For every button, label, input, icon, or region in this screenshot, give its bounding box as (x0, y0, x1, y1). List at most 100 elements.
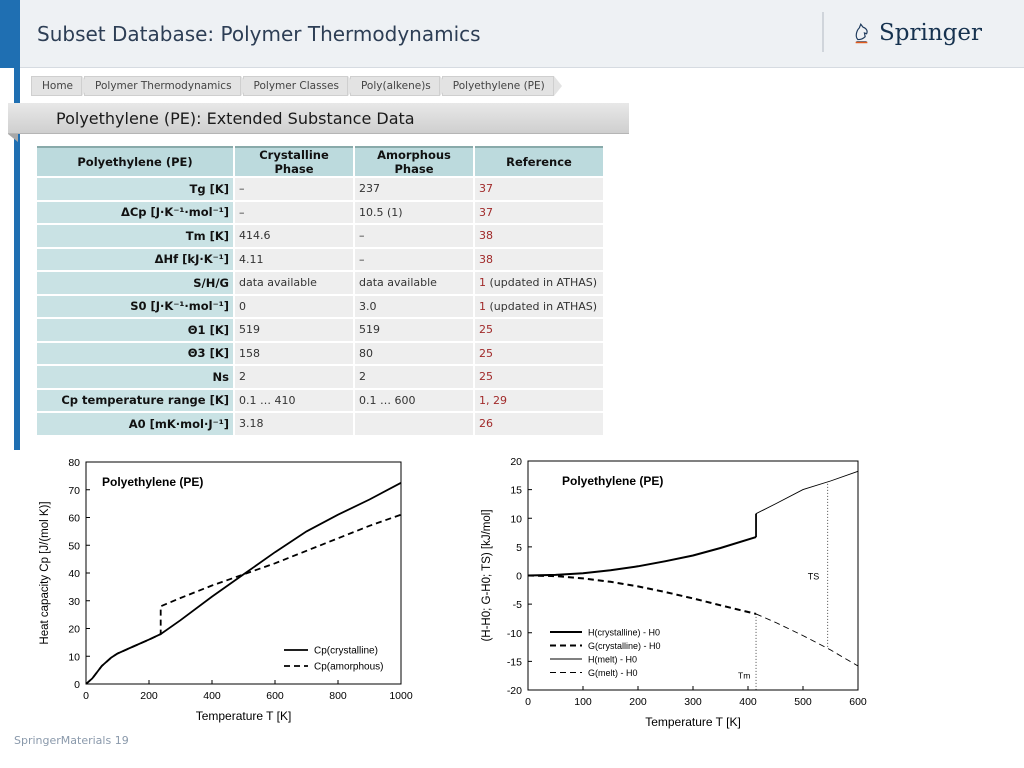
crystalline-value: 0.1 … 410 (235, 389, 353, 411)
legend-label: H(crystalline) - H0 (588, 628, 660, 638)
breadcrumb-polyalkenes[interactable]: Poly(alkene)s (349, 76, 448, 96)
y-tick-label: 0 (74, 679, 80, 691)
x-tick-label: 1000 (389, 690, 413, 702)
side-accent (14, 68, 20, 450)
row-label: ΔHf [kJ·K⁻¹] (37, 248, 233, 270)
breadcrumb-polymer-classes[interactable]: Polymer Classes (242, 76, 357, 96)
table-row: S/H/G data available data available 1 (upda… (37, 272, 603, 294)
series-line-3 (755, 613, 859, 667)
column-header: Reference (475, 146, 603, 176)
plot-frame (527, 460, 859, 691)
y-tick-label: 50 (68, 540, 80, 552)
springer-logo[interactable]: Springer (852, 16, 982, 50)
x-tick-label: 600 (266, 690, 284, 702)
amorphous-value: 10.5 (1) (355, 201, 473, 223)
substance-data-table: Polyethylene (PE) Crystalline Phase Amor… (35, 144, 605, 437)
y-tick-label: 0 (516, 571, 522, 583)
row-label: Θ3 [K] (37, 342, 233, 364)
amorphous-value[interactable]: data available (355, 272, 473, 294)
springer-logo-text: Springer (879, 20, 982, 46)
header-bar (0, 0, 1024, 68)
breadcrumb-polymer-thermodynamics[interactable]: Polymer Thermodynamics (84, 76, 249, 96)
reference-link[interactable]: 38 (479, 252, 493, 266)
table-row: Θ1 [K] 519 519 25 (37, 319, 603, 341)
series-line-0 (527, 536, 757, 577)
legend-label: Cp(crystalline) (314, 646, 378, 657)
amorphous-value: 80 (355, 342, 473, 364)
row-label: ΔCp [J·K⁻¹·mol⁻¹] (37, 201, 233, 223)
row-label: Tg [K] (37, 178, 233, 200)
reference-link[interactable]: 37 (479, 205, 493, 219)
chart-title: Polyethylene (PE) (562, 474, 663, 488)
amorphous-value: 0.1 … 600 (355, 389, 473, 411)
reference-cell: 1, 29 (475, 389, 603, 411)
crystalline-value: 2 (235, 366, 353, 388)
crystalline-value: 3.18 (235, 413, 353, 435)
table-row: Cp temperature range [K] 0.1 … 410 0.1 … 6… (37, 389, 603, 411)
plot-frame (85, 461, 402, 685)
reference-cell: 26 (475, 413, 603, 435)
y-tick-label: 80 (68, 457, 80, 469)
row-label: Tm [K] (37, 225, 233, 247)
y-axis-label: Heat capacity Cp [J/(mol K)] (39, 501, 51, 644)
table-row: Tm [K] 414.6–38 (37, 225, 603, 247)
y-tick-label: 10 (510, 513, 522, 525)
table-row: Tg [K] –237 37 (37, 178, 603, 200)
enthalpy-gibbs-chart: 0 100 200 300 400 500 600 -20 -15 -10 -5 0 5 10 15 20 Te… (481, 456, 867, 729)
legend-label: G(melt) - H0 (588, 668, 638, 678)
tm-annotation: Tm (738, 671, 750, 681)
legend-label: G(crystalline) - H0 (588, 641, 661, 651)
title-bar-fold (8, 134, 18, 142)
reference-cell: 37 (475, 201, 603, 223)
panel-title-bar: Polyethylene (PE): Extended Substance Da… (8, 103, 629, 134)
reference-cell: 25 (475, 366, 603, 388)
chart-title: Polyethylene (PE) (102, 475, 203, 489)
reference-note: (updated in ATHAS) (486, 299, 598, 313)
table-row: Ns 2 2 25 (37, 366, 603, 388)
x-tick-label: 0 (83, 690, 89, 702)
header-accent (0, 0, 20, 68)
table-row: A0 [mK·mol·J⁻¹] 3.18 26 (37, 413, 603, 435)
reference-link[interactable]: 37 (479, 182, 493, 196)
y-tick-label: 20 (68, 624, 80, 636)
y-tick-label: 15 (510, 485, 522, 497)
x-tick-label: 200 (629, 696, 647, 708)
crystalline-value: 4.11 (235, 248, 353, 270)
y-tick-label: -5 (513, 599, 522, 611)
amorphous-value: – (355, 225, 473, 247)
crystalline-value: 414.6 (235, 225, 353, 247)
crystalline-value: – (235, 178, 353, 200)
series-line-1 (527, 574, 757, 615)
amorphous-value: – (355, 248, 473, 270)
x-tick-label: 400 (203, 690, 221, 702)
y-tick-label: -15 (507, 656, 522, 668)
reference-link[interactable]: 25 (479, 370, 493, 384)
breadcrumb-home[interactable]: Home (31, 76, 91, 96)
y-tick-label: 20 (510, 456, 522, 468)
y-tick-label: 70 (68, 485, 80, 497)
x-tick-label: 800 (329, 690, 347, 702)
row-label: Cp temperature range [K] (37, 389, 233, 411)
series-line-2 (755, 470, 859, 515)
crystalline-value: – (235, 201, 353, 223)
reference-link[interactable]: 26 (479, 417, 493, 431)
y-tick-label: 60 (68, 513, 80, 525)
breadcrumb-polyethylene[interactable]: Polyethylene (PE) (441, 76, 562, 96)
reference-link[interactable]: 1, 29 (479, 393, 507, 407)
reference-link[interactable]: 25 (479, 323, 493, 337)
reference-link[interactable]: 1 (479, 276, 486, 290)
reference-cell: 1 (updated in ATHAS) (475, 272, 603, 294)
amorphous-value: 519 (355, 319, 473, 341)
reference-link[interactable]: 38 (479, 229, 493, 243)
reference-link[interactable]: 25 (479, 346, 493, 360)
panel-title: Polyethylene (PE): Extended Substance Da… (56, 109, 415, 128)
y-tick-label: 30 (68, 596, 80, 608)
amorphous-value: 2 (355, 366, 473, 388)
x-tick-label: 400 (739, 696, 757, 708)
reference-link[interactable]: 1 (479, 299, 486, 313)
crystalline-value[interactable]: data available (235, 272, 353, 294)
y-tick-label: 10 (68, 651, 80, 663)
y-axis-label: (H-H0; G-H0; TS) [kJ/mol] (481, 509, 493, 641)
table-row: S0 [J·K⁻¹·mol⁻¹] 0 3.0 1 (updated in ATHAS) (37, 295, 603, 317)
x-tick-label: 0 (525, 696, 531, 708)
